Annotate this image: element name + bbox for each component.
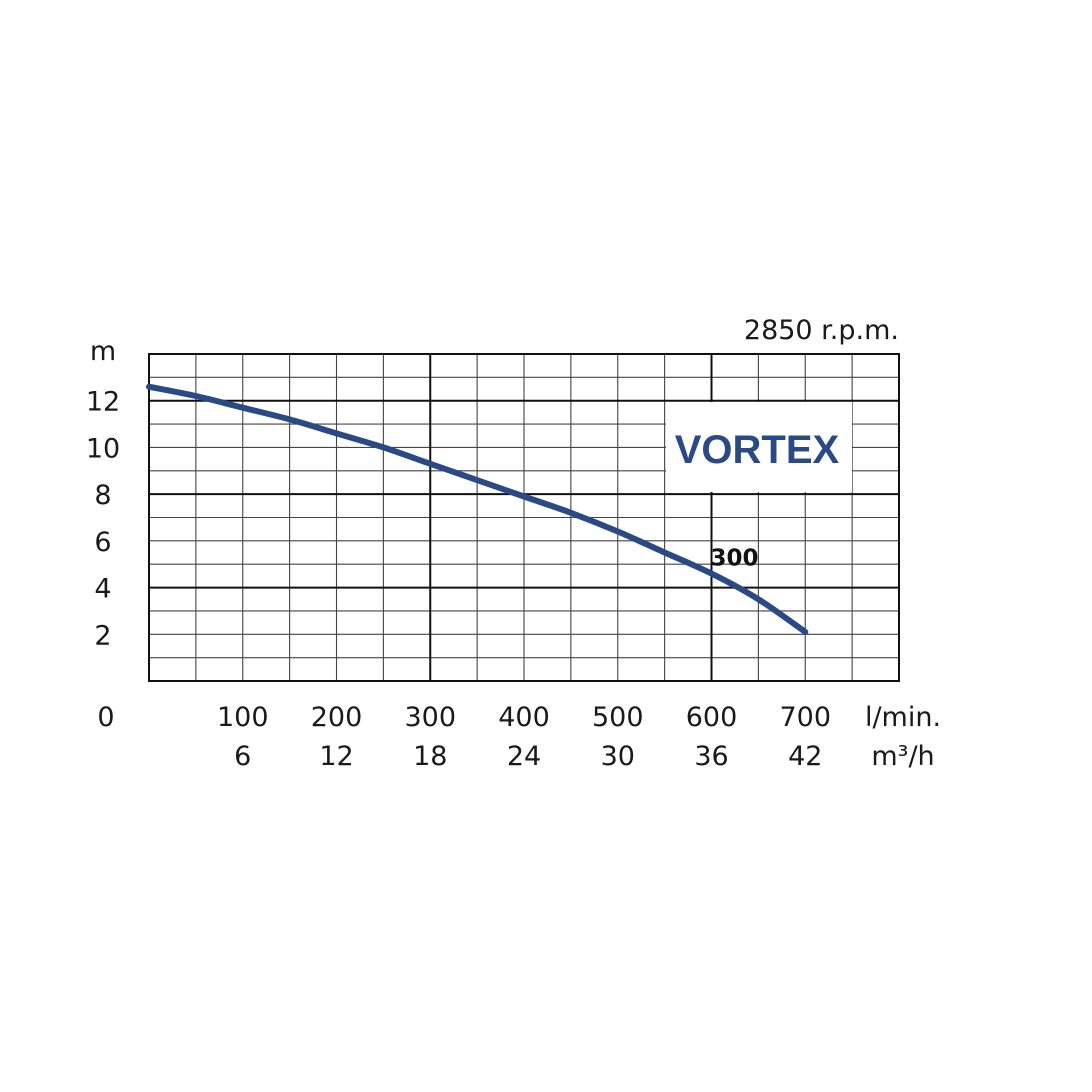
x-tick-label: 300 [404, 702, 456, 733]
x-tick-label-secondary: 36 [694, 741, 728, 772]
y-tick-label: 12 [86, 387, 120, 418]
x-tick-label: 500 [592, 702, 644, 733]
plot-frame [148, 353, 900, 682]
x-tick-label-secondary: 6 [234, 741, 251, 772]
x-tick-label-secondary: 18 [413, 741, 447, 772]
x-tick-label: 600 [686, 702, 738, 733]
x-tick-label: 100 [217, 702, 269, 733]
series-layer: 300 [146, 383, 809, 635]
x-tick-label: 700 [779, 702, 831, 733]
brand-box-background [666, 402, 852, 492]
y-tick-label: 6 [94, 527, 111, 558]
y-tick-labels: 2 4 6 8 10 12 [86, 387, 120, 652]
x-tick-label: 200 [311, 702, 363, 733]
x-tick-labels: 100 6 200 12 300 18 400 24 500 30 600 36 700 42 [217, 702, 831, 772]
x-unit-primary-label: l/min. [865, 702, 941, 733]
brand-label: VORTEX [675, 428, 840, 472]
y-tick-label: 4 [94, 574, 111, 605]
series-label-300: 300 [710, 546, 758, 572]
x-tick-label: 400 [498, 702, 550, 733]
x-unit-secondary-label: m³/h [871, 741, 934, 772]
x-tick-label-secondary: 30 [601, 741, 635, 772]
brand-box: VORTEX [666, 402, 852, 492]
origin-label: 0 [97, 702, 114, 733]
series-line-300 [146, 383, 809, 635]
y-tick-label: 10 [86, 433, 120, 464]
y-unit-label: m [90, 336, 116, 367]
rpm-label: 2850 r.p.m. [744, 315, 899, 346]
y-tick-label: 2 [94, 620, 111, 651]
x-tick-label-secondary: 42 [788, 741, 822, 772]
x-tick-label-secondary: 24 [507, 741, 541, 772]
y-tick-label: 8 [94, 480, 111, 511]
x-tick-label-secondary: 12 [319, 741, 353, 772]
